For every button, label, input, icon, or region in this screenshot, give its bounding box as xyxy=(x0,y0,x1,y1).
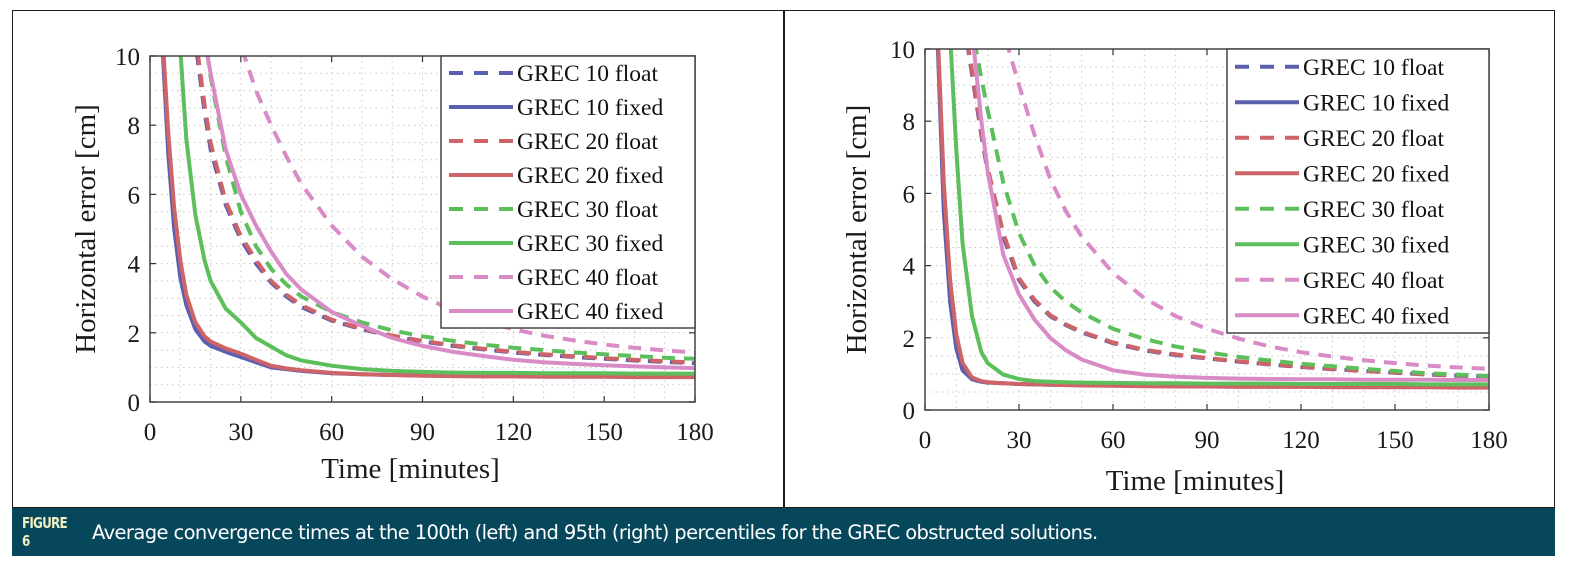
series-line-grec-40-float xyxy=(242,56,695,355)
legend-box xyxy=(440,55,696,329)
x-tick-label: 90 xyxy=(410,419,435,446)
y-axis-label: Horizontal error [cm] xyxy=(70,104,102,354)
legend-label: GREC 30 float xyxy=(517,197,658,223)
legend-box xyxy=(1226,48,1490,334)
series-line-grec-30-fixed xyxy=(948,49,1489,387)
x-tick-label: 30 xyxy=(1007,427,1032,454)
series-line-grec-40-float xyxy=(1006,49,1489,371)
y-tick-label: 10 xyxy=(115,44,140,71)
figure-label: FIGURE 6 xyxy=(22,514,68,550)
legend-label: GREC 20 float xyxy=(1303,126,1444,152)
right-chart: 0 30 60 90 120 150 180 0 2 4 6 8 10 Time [minutes] Hor… xyxy=(841,37,1508,497)
y-tick-label: 8 xyxy=(903,109,916,136)
x-tick-label: 180 xyxy=(676,419,714,446)
y-tick-label: 6 xyxy=(903,181,916,208)
caption-text: Average convergence times at the 100th (… xyxy=(92,520,1098,544)
x-tick-label: 120 xyxy=(1282,427,1320,454)
legend-label: GREC 10 float xyxy=(1303,55,1444,81)
series-line-grec-20-float xyxy=(196,56,695,365)
y-tick-label: 2 xyxy=(128,321,141,348)
series-line-grec-40-fixed xyxy=(205,56,695,371)
legend-label: GREC 40 fixed xyxy=(517,299,663,325)
legend-label: GREC 30 fixed xyxy=(517,231,663,257)
series-group xyxy=(161,56,695,380)
series-line-grec-20-fixed xyxy=(936,49,1489,390)
legend-label: GREC 20 fixed xyxy=(517,163,663,189)
legend-label: GREC 30 fixed xyxy=(1303,232,1449,258)
y-tick-label: 4 xyxy=(128,252,141,279)
series-line-grec-20-fixed xyxy=(161,56,695,380)
legend-label: GREC 40 float xyxy=(517,265,658,291)
legend-label: GREC 40 float xyxy=(1303,268,1444,294)
x-axis-label: Time [minutes] xyxy=(321,453,500,485)
x-tick-label: 0 xyxy=(919,427,932,454)
x-tick-label: 60 xyxy=(1101,427,1126,454)
y-tick-label: 0 xyxy=(128,390,141,417)
panel-divider xyxy=(783,10,785,508)
legend-label: GREC 20 float xyxy=(517,129,658,155)
legend-label: GREC 30 float xyxy=(1303,197,1444,223)
y-tick-label: 10 xyxy=(890,37,915,64)
legend-label: GREC 10 fixed xyxy=(1303,90,1449,116)
series-line-grec-30-float xyxy=(205,56,695,361)
x-axis-label: Time [minutes] xyxy=(1106,465,1285,497)
series-line-grec-40-fixed xyxy=(971,49,1489,382)
figure-caption: FIGURE 6 Average convergence times at th… xyxy=(12,508,1555,556)
legend-label: GREC 10 float xyxy=(517,61,658,87)
x-tick-label: 150 xyxy=(1376,427,1414,454)
series-group xyxy=(935,49,1489,390)
legend-label: GREC 10 fixed xyxy=(517,95,663,121)
x-tick-label: 90 xyxy=(1195,427,1220,454)
y-tick-label: 2 xyxy=(903,326,916,353)
x-tick-label: 30 xyxy=(228,419,253,446)
y-tick-label: 4 xyxy=(903,254,916,281)
x-tick-label: 120 xyxy=(495,419,533,446)
series-line-grec-30-float xyxy=(973,49,1489,379)
legend: GREC 10 float GREC 10 fixed GREC 20 float G… xyxy=(1226,48,1490,334)
legend: GREC 10 float GREC 10 fixed GREC 20 float G… xyxy=(440,55,696,329)
x-tick-label: 180 xyxy=(1470,427,1508,454)
x-tick-label: 60 xyxy=(319,419,344,446)
left-chart: 0 30 60 90 120 150 180 0 2 4 6 8 10 Time [minutes] Hor… xyxy=(70,44,714,485)
y-tick-label: 8 xyxy=(128,113,141,140)
series-line-grec-30-fixed xyxy=(178,56,695,376)
x-tick-label: 150 xyxy=(585,419,623,446)
x-tick-label: 0 xyxy=(144,419,157,446)
y-tick-label: 6 xyxy=(128,182,141,209)
legend-label: GREC 40 fixed xyxy=(1303,303,1449,329)
y-tick-label: 0 xyxy=(903,398,916,425)
legend-label: GREC 20 fixed xyxy=(1303,161,1449,187)
y-axis-label: Horizontal error [cm] xyxy=(841,105,873,355)
